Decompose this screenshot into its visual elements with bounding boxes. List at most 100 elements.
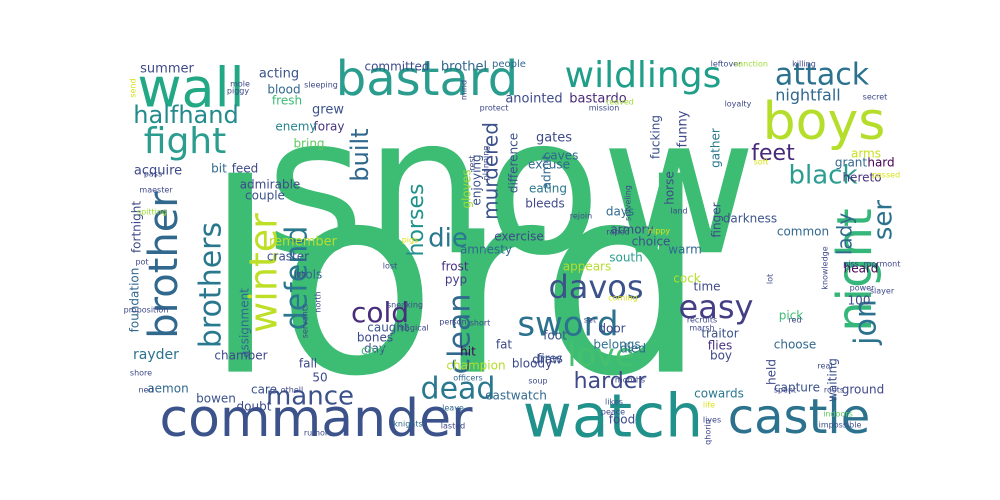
word-held: held <box>765 359 779 385</box>
word-die: die <box>428 224 468 254</box>
word-day: day <box>364 342 386 356</box>
word-lasted: lasted <box>441 422 465 431</box>
word-arms: arms <box>851 147 881 161</box>
word-sleeping: sleeping <box>304 81 338 90</box>
word-ground: ground <box>842 383 884 397</box>
word-mission: mission <box>589 104 620 113</box>
word-feed: feed <box>232 162 259 176</box>
word-fat: fat <box>496 338 513 352</box>
word-funny: funny <box>676 110 691 147</box>
word-summer: summer <box>140 62 194 77</box>
word-snow: snow <box>265 76 756 297</box>
word-shore: shore <box>130 369 152 378</box>
word-slayer: slayer <box>870 287 895 296</box>
word-piggy: piggy <box>227 87 249 96</box>
word-chamber: chamber <box>214 349 267 363</box>
word-soft: soft <box>754 158 769 167</box>
word-bastardo: bastardo <box>569 92 626 107</box>
word-enemy: enemy <box>275 120 316 134</box>
word-mind: mind <box>460 80 469 100</box>
word-brothers: brothers <box>194 222 229 348</box>
word-spitting: spitting <box>137 208 167 217</box>
word-magical: magical <box>397 324 429 333</box>
word-draw: draw <box>532 353 562 367</box>
word-gloves: gloves <box>460 169 474 208</box>
word-fight: fight <box>144 121 226 162</box>
word-horses: horses <box>404 184 429 257</box>
word-pot: pot <box>135 258 148 267</box>
word-waiting: waiting <box>826 358 840 402</box>
word-short: short <box>470 319 491 328</box>
word-choose: choose <box>774 338 817 352</box>
word-set: set <box>584 316 596 325</box>
word-amnesty: amnesty <box>460 243 512 257</box>
word-difference: difference <box>507 133 521 193</box>
word-caught: caught <box>367 321 409 335</box>
word-coming: coming <box>608 294 637 303</box>
word-time: time <box>693 280 720 294</box>
word-raped: raped <box>606 228 629 237</box>
word-couple: couple <box>245 189 285 203</box>
word-leftover: leftover <box>711 60 743 69</box>
word-horse: horse <box>663 171 677 205</box>
word-watch: watch <box>523 382 703 452</box>
word-bones: bones <box>357 331 393 345</box>
word-maester: maester <box>139 186 173 195</box>
word-lord: lord <box>204 129 707 434</box>
word-night: night <box>827 208 883 331</box>
word-exercise: exercise <box>494 230 544 244</box>
word-hard: hard <box>867 156 894 170</box>
word-doubt: doubt <box>237 400 272 414</box>
word-rayder: rayder <box>133 347 179 363</box>
word-person: person <box>439 318 466 327</box>
word-armory: armory <box>610 223 653 237</box>
word-bowen: bowen <box>196 392 236 406</box>
word-days: days <box>606 205 634 219</box>
word-likes: likes <box>605 398 623 407</box>
word-cowards: cowards <box>694 387 744 401</box>
word-servants: servants <box>301 304 310 338</box>
word-hereto: hereto <box>842 171 881 185</box>
word-jon: jon <box>849 299 884 346</box>
word-50: 50 <box>312 371 327 385</box>
word-recruits: recruits <box>687 316 717 325</box>
word-anointed: anointed <box>505 92 562 107</box>
word-bring: bring <box>293 137 324 151</box>
word-capture: capture <box>774 381 820 395</box>
word-lost: lost <box>383 262 397 271</box>
word-davos: davos <box>548 268 643 306</box>
word-fires: fires <box>537 352 563 366</box>
word-real: real <box>817 362 832 371</box>
word-admirable: admirable <box>240 178 301 192</box>
word-protect: protect <box>480 104 509 113</box>
word-south: south <box>609 251 643 265</box>
word-fools: fools <box>294 268 323 282</box>
word-indoors: indoors <box>823 410 853 419</box>
word-harder: harder <box>574 369 648 394</box>
word-proposition: proposition <box>124 306 169 315</box>
word-choice: choice <box>632 235 671 249</box>
word-spent: spent <box>774 386 796 395</box>
word-remember: remember <box>269 235 338 250</box>
word-bloody: bloody <box>512 357 552 371</box>
word-foot: foot <box>543 329 567 343</box>
word-darkness: darkness <box>723 212 777 226</box>
word-fucking: fucking <box>649 115 663 159</box>
word-lady: lady <box>833 213 857 256</box>
word-bit: bit <box>211 162 227 176</box>
word-sanction: sanction <box>734 60 768 69</box>
word-dead: dead <box>421 372 496 407</box>
word-built: built <box>346 128 374 181</box>
word-knowledge: knowledge <box>821 246 830 289</box>
word-winter: winter <box>242 213 286 333</box>
word-nippy: nippy <box>648 227 670 236</box>
word-attack: attack <box>775 58 870 93</box>
word-people: people <box>492 59 526 70</box>
word-life: life <box>703 401 715 410</box>
word-red: red <box>788 316 801 325</box>
word-black: black <box>788 161 857 191</box>
word-mormont: mormont <box>864 260 901 269</box>
word-pass: pass <box>144 170 162 179</box>
word-sneaking: sneaking <box>387 301 423 310</box>
word-rest: rest <box>468 155 477 170</box>
